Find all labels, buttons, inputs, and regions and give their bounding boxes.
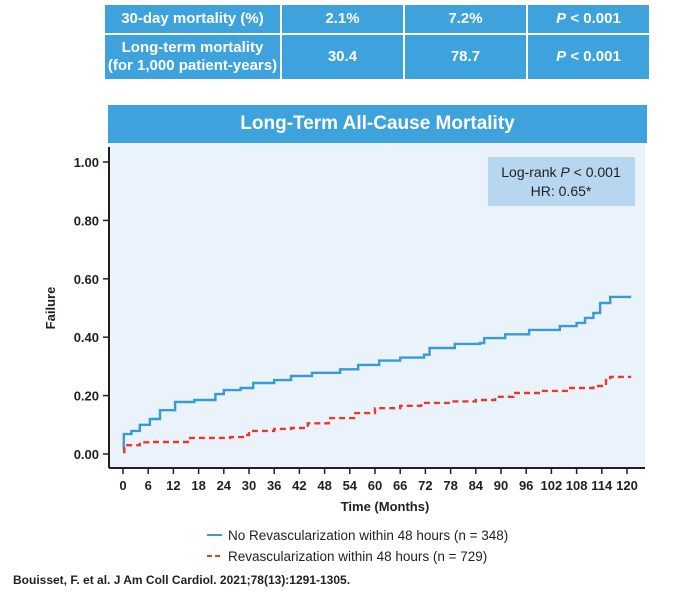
annotation-box — [488, 157, 635, 206]
x-tick-label: 18 — [191, 478, 205, 493]
annotation-prefix: Log-rank — [501, 164, 560, 180]
y-tick-label: 1.00 — [74, 155, 99, 170]
series-line-revascularization — [123, 375, 632, 454]
x-tick-label: 42 — [292, 478, 306, 493]
x-tick-label: 84 — [469, 478, 484, 493]
x-tick-label: 96 — [519, 478, 533, 493]
p-text: < 0.001 — [566, 10, 621, 27]
row-label: 30-day mortality (%) — [103, 3, 282, 35]
cell-p-value: P < 0.001 — [525, 3, 652, 35]
x-tick-label: 48 — [317, 478, 331, 493]
row-label-text: Long-term mortality — [121, 39, 264, 56]
x-tick-label: 36 — [267, 478, 281, 493]
annotation-p-symbol: P — [560, 164, 570, 180]
y-tick-label: 0.00 — [74, 447, 99, 462]
cell-value: 78.7 — [402, 33, 528, 81]
x-tick-label: 90 — [494, 478, 508, 493]
row-label-text: 30-day mortality (%) — [121, 10, 264, 27]
x-tick-label: 78 — [443, 478, 457, 493]
p-symbol: P — [556, 48, 567, 65]
x-tick-label: 30 — [242, 478, 256, 493]
y-axis-title: Failure — [43, 287, 58, 330]
x-tick-label: 102 — [541, 478, 563, 493]
x-tick-label: 114 — [591, 478, 613, 493]
x-tick-label: 0 — [119, 478, 126, 493]
annotation-hr: HR: 0.65* — [531, 183, 592, 199]
cell-p-value: P < 0.001 — [525, 33, 652, 81]
table-row: 30-day mortality (%) 2.1% 7.2% P < 0.001 — [103, 3, 652, 35]
x-tick-label: 12 — [166, 478, 180, 493]
y-tick-label: 0.40 — [74, 330, 99, 345]
summary-table: 30-day mortality (%) 2.1% 7.2% P < 0.001… — [103, 3, 652, 81]
x-tick-label: 72 — [418, 478, 432, 493]
table-row: Long-term mortality (for 1,000 patient-ye… — [103, 33, 652, 81]
x-axis-title: Time (Months) — [341, 499, 430, 514]
row-label-subtext: (for 1,000 patient-years) — [107, 57, 278, 74]
y-tick-label: 0.80 — [74, 213, 99, 228]
x-tick-label: 60 — [368, 478, 382, 493]
x-tick-label: 108 — [566, 478, 588, 493]
annotation-suffix: < 0.001 — [570, 164, 621, 180]
annotation-logrank: Log-rank P < 0.001 — [501, 164, 621, 180]
p-symbol: P — [556, 10, 567, 27]
x-tick-label: 66 — [393, 478, 407, 493]
x-tick-label: 120 — [616, 478, 638, 493]
x-tick-label: 54 — [343, 478, 358, 493]
p-text: < 0.001 — [566, 48, 621, 65]
cell-value: 7.2% — [402, 3, 528, 35]
row-label: Long-term mortality (for 1,000 patient-ye… — [103, 33, 282, 81]
legend-label-no-revascularization: No Revascularization within 48 hours (n … — [228, 528, 508, 543]
x-tick-label: 24 — [217, 478, 232, 493]
chart-title: Long-Term All-Cause Mortality — [108, 105, 647, 143]
citation: Bouisset, F. et al. J Am Coll Cardiol. 2… — [13, 573, 351, 587]
series-line-no-revascularization — [122, 295, 632, 452]
cell-value: 30.4 — [279, 33, 405, 81]
legend-label-revascularization: Revascularization within 48 hours (n = 7… — [228, 549, 487, 564]
cell-value: 2.1% — [279, 3, 405, 35]
y-tick-label: 0.60 — [74, 272, 99, 287]
y-tick-label: 0.20 — [74, 389, 99, 404]
x-tick-label: 6 — [145, 478, 152, 493]
